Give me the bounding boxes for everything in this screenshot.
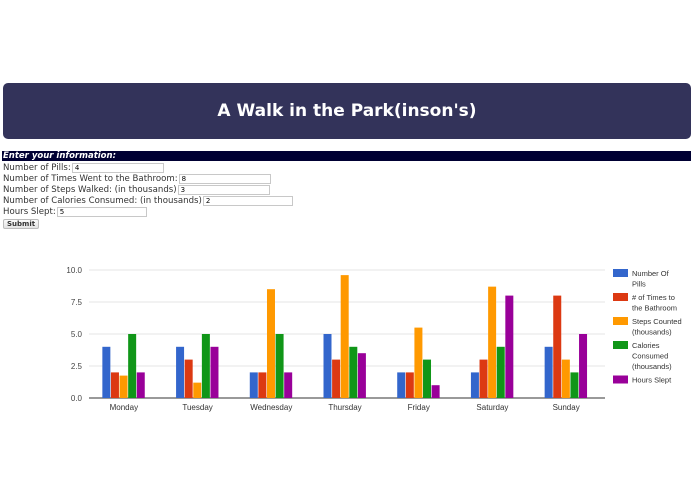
y-tick-label: 0.0 <box>71 394 83 403</box>
bar[interactable] <box>579 334 588 398</box>
x-tick-label: Sunday <box>553 403 580 412</box>
bar[interactable] <box>496 346 505 398</box>
bar[interactable] <box>405 372 414 398</box>
legend-swatch <box>613 317 628 325</box>
legend-label: the Bathroom <box>632 304 677 313</box>
chart-canvas: 0.0 2.5 5.0 7.5 10.0 Monday Tuesday Wednesday T… <box>66 266 682 412</box>
bar[interactable] <box>414 327 423 398</box>
page-title: A Walk in the Park(inson's) <box>217 101 477 121</box>
steps-label: Number of Steps Walked: (in thousands) <box>3 184 177 195</box>
form-section-title: Enter your information: <box>2 151 691 161</box>
bar[interactable] <box>357 353 366 398</box>
legend-label: Consumed <box>632 352 668 361</box>
bathroom-input[interactable] <box>178 173 271 184</box>
x-tick-label: Saturday <box>476 403 508 412</box>
bar[interactable] <box>470 372 479 398</box>
bar[interactable] <box>544 346 553 398</box>
legend-label: (thousands) <box>632 328 672 337</box>
legend-swatch <box>613 341 628 349</box>
calories-input[interactable] <box>202 195 293 206</box>
info-form: Number of Pills: Number of Times Went to… <box>3 162 293 229</box>
legend-item[interactable]: # of Times to the Bathroom <box>613 293 677 313</box>
legend-item[interactable]: Calories Consumed(thousands) <box>613 341 672 371</box>
bar[interactable] <box>479 359 488 398</box>
steps-input[interactable] <box>177 184 270 195</box>
form-row-bathroom: Number of Times Went to the Bathroom: <box>3 173 293 184</box>
hours-slept-label: Hours Slept: <box>3 206 56 217</box>
x-axis-labels: Monday Tuesday Wednesday Thursday Friday Satu… <box>110 403 580 412</box>
page-header: A Walk in the Park(inson's) <box>3 83 691 139</box>
legend-swatch <box>613 375 628 384</box>
bar[interactable] <box>505 295 514 398</box>
bar[interactable] <box>258 372 267 398</box>
bar[interactable] <box>249 372 258 398</box>
bar[interactable] <box>128 334 137 398</box>
y-tick-label: 5.0 <box>71 330 83 339</box>
legend-label: Pills <box>632 280 646 289</box>
chart-legend: Number Of Pills # of Times to the Bathroom S… <box>613 269 682 385</box>
legend-label: Steps Counted <box>632 317 682 326</box>
bar[interactable] <box>553 295 562 398</box>
bar[interactable] <box>323 334 332 398</box>
chart-bars <box>102 275 588 398</box>
bar[interactable] <box>184 359 193 398</box>
bar[interactable] <box>423 359 432 398</box>
legend-label: Hours Slept <box>632 376 672 385</box>
bar[interactable] <box>284 372 293 398</box>
legend-label: (thousands) <box>632 362 672 371</box>
hours-slept-input[interactable] <box>56 206 147 217</box>
legend-item[interactable]: Hours Slept <box>613 375 672 385</box>
form-row-hours-slept: Hours Slept: <box>3 206 293 217</box>
x-tick-label: Monday <box>110 403 138 412</box>
y-tick-label: 2.5 <box>71 362 83 371</box>
y-axis-labels: 0.0 2.5 5.0 7.5 10.0 <box>66 266 82 403</box>
bar[interactable] <box>136 372 145 398</box>
bar[interactable] <box>119 375 128 398</box>
bar[interactable] <box>275 334 284 398</box>
legend-swatch <box>613 293 628 301</box>
legend-label: # of Times to <box>632 293 675 302</box>
bar[interactable] <box>397 372 406 398</box>
x-tick-label: Tuesday <box>182 403 212 412</box>
legend-item[interactable]: Number Of Pills <box>613 269 670 289</box>
bar[interactable] <box>266 289 275 398</box>
bathroom-label: Number of Times Went to the Bathroom: <box>3 173 178 184</box>
bar[interactable] <box>431 385 440 398</box>
bar[interactable] <box>332 359 341 398</box>
bar[interactable] <box>210 346 219 398</box>
x-tick-label: Friday <box>408 403 430 412</box>
bar[interactable] <box>176 346 185 398</box>
form-row-calories: Number of Calories Consumed: (in thousan… <box>3 195 293 206</box>
pills-input[interactable] <box>71 162 164 173</box>
bar[interactable] <box>349 346 358 398</box>
bar[interactable] <box>102 346 111 398</box>
bar[interactable] <box>561 359 570 398</box>
legend-swatch <box>613 269 628 277</box>
legend-item[interactable]: Steps Counted (thousands) <box>613 317 682 337</box>
y-tick-label: 7.5 <box>71 298 83 307</box>
bar[interactable] <box>193 382 202 398</box>
bar[interactable] <box>488 286 497 398</box>
legend-label: Calories <box>632 341 660 350</box>
bar[interactable] <box>201 334 210 398</box>
bar[interactable] <box>110 372 119 398</box>
bar-chart: 0.0 2.5 5.0 7.5 10.0 Monday Tuesday Wednesday T… <box>0 255 695 425</box>
form-row-steps: Number of Steps Walked: (in thousands) <box>3 184 293 195</box>
calories-label: Number of Calories Consumed: (in thousan… <box>3 195 202 206</box>
y-tick-label: 10.0 <box>66 266 82 275</box>
legend-label: Number Of <box>632 269 670 278</box>
bar[interactable] <box>340 275 349 398</box>
pills-label: Number of Pills: <box>3 162 71 173</box>
form-row-pills: Number of Pills: <box>3 162 293 173</box>
x-tick-label: Wednesday <box>250 403 292 412</box>
submit-button[interactable]: Submit <box>3 219 40 229</box>
bar[interactable] <box>570 372 579 398</box>
x-tick-label: Thursday <box>328 403 361 412</box>
